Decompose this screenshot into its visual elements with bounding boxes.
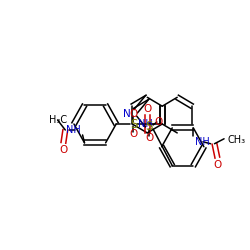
Text: CH₃: CH₃ — [228, 135, 246, 145]
Text: NH: NH — [138, 119, 153, 129]
Text: S: S — [130, 118, 137, 130]
Text: O: O — [129, 109, 138, 119]
Text: O: O — [59, 145, 68, 155]
Text: N: N — [123, 109, 131, 119]
Text: O: O — [143, 104, 152, 114]
Text: O: O — [129, 129, 138, 139]
Text: NH: NH — [195, 137, 210, 147]
Text: O: O — [155, 117, 163, 127]
Text: S: S — [146, 120, 153, 134]
Text: H₃C: H₃C — [49, 115, 67, 125]
Text: O: O — [145, 133, 153, 143]
Text: NH: NH — [66, 125, 81, 135]
Text: O: O — [213, 160, 222, 170]
